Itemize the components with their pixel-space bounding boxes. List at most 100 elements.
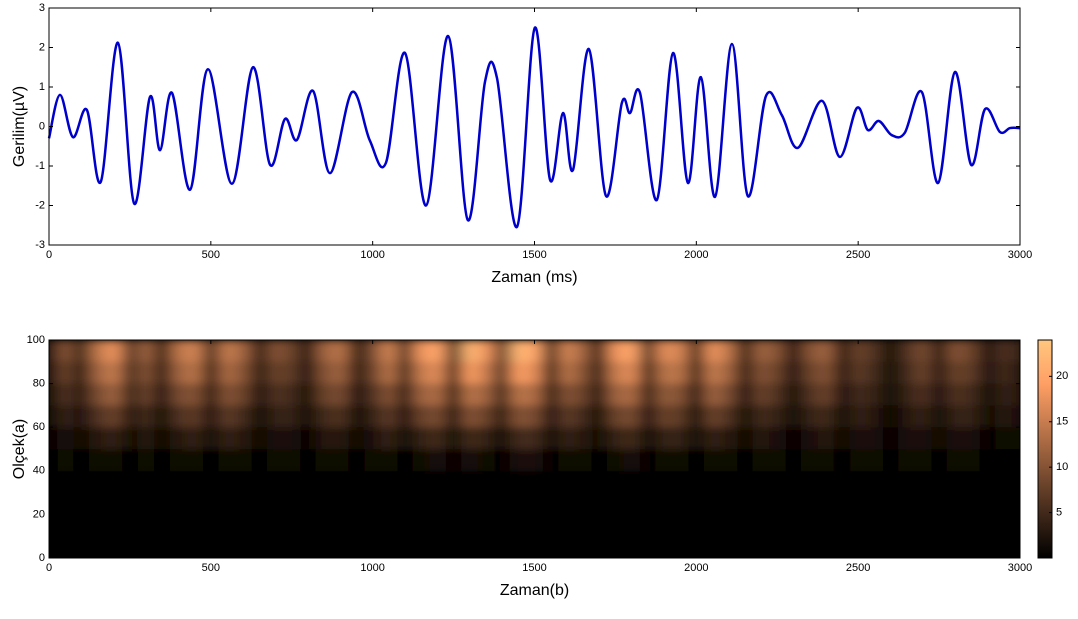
heatmap-cell <box>49 383 58 406</box>
heatmap-cell <box>283 340 301 363</box>
heatmap-cell <box>995 449 1013 472</box>
heatmap-cell <box>49 405 58 428</box>
heatmap-cell <box>542 383 560 406</box>
heatmap-cell <box>526 361 544 385</box>
x-tick-label: 2000 <box>684 249 708 261</box>
heatmap-cell <box>283 383 301 406</box>
heatmap-cell <box>558 383 576 406</box>
heatmap-cell <box>170 427 188 450</box>
heatmap-cell <box>639 383 657 406</box>
heatmap-cell <box>283 449 301 472</box>
x-tick-label: 2500 <box>846 562 870 574</box>
heatmap-cell <box>850 449 867 472</box>
heatmap-cell <box>623 449 641 472</box>
heatmap-cell <box>429 449 446 472</box>
heatmap-cell <box>736 361 754 385</box>
heatmap-cell <box>170 383 188 406</box>
heatmap-cell <box>607 405 625 428</box>
heatmap-cell <box>299 405 317 428</box>
heatmap-cell <box>963 383 981 406</box>
heatmap-cell <box>138 427 155 450</box>
heatmap-cell <box>979 340 997 363</box>
heatmap-cell <box>542 405 560 428</box>
heatmap-cell <box>672 405 689 428</box>
heatmap-cell <box>995 361 1013 385</box>
heatmap-cell <box>898 405 916 428</box>
heatmap-cell <box>672 449 689 472</box>
heatmap-cell <box>995 383 1013 406</box>
x-axis-label: Zaman (ms) <box>491 269 577 286</box>
heatmap-cell <box>396 405 414 428</box>
heatmap-cell <box>736 383 754 406</box>
heatmap-cell <box>769 383 786 406</box>
heatmap-cell <box>461 449 479 472</box>
heatmap-cell <box>89 383 107 406</box>
heatmap-cell <box>170 405 188 428</box>
heatmap-cell <box>49 361 58 385</box>
heatmap-cell <box>429 361 446 385</box>
heatmap-cell <box>251 405 268 428</box>
heatmap-cell <box>477 449 495 472</box>
heatmap-cell <box>477 405 495 428</box>
heatmap-cell <box>979 449 997 472</box>
heatmap-cell <box>850 405 867 428</box>
heatmap-cell <box>73 340 90 363</box>
heatmap-cell <box>413 340 430 363</box>
heatmap-cell <box>898 340 916 363</box>
heatmap-cell <box>121 383 139 406</box>
heatmap-cell <box>623 427 641 450</box>
heatmap-cell <box>817 383 835 406</box>
heatmap-cell <box>736 427 754 450</box>
heatmap-cell <box>930 361 948 385</box>
heatmap-cell <box>348 427 366 450</box>
heatmap-cell <box>510 449 527 472</box>
heatmap-cell <box>235 361 252 385</box>
heatmap-cell <box>413 361 430 385</box>
heatmap-cell <box>283 361 301 385</box>
heatmap-cell <box>218 361 236 385</box>
heatmap-cell <box>720 361 738 385</box>
heatmap-cell <box>979 405 997 428</box>
heatmap-cell <box>477 340 495 363</box>
heatmap-cell <box>542 361 560 385</box>
heatmap-cell <box>1011 383 1020 406</box>
heatmap-cell <box>267 427 285 450</box>
heatmap-cell <box>850 383 867 406</box>
heatmap-cell <box>558 405 576 428</box>
x-tick-label: 1000 <box>360 562 384 574</box>
heatmap-cell <box>332 449 349 472</box>
heatmap-cell <box>947 449 964 472</box>
heatmap-cell <box>591 427 608 450</box>
y-tick-label: 40 <box>33 465 45 477</box>
heatmap-cell <box>170 361 188 385</box>
heatmap-cell <box>591 405 608 428</box>
heatmap-cell <box>202 405 220 428</box>
heatmap-cell <box>510 383 527 406</box>
heatmap-cell <box>154 383 171 406</box>
heatmap-cell <box>1011 449 1020 472</box>
heatmap-cell <box>947 405 964 428</box>
heatmap-cell <box>235 427 252 450</box>
heatmap-cell <box>461 427 479 450</box>
colorbar-tick-label: 10 <box>1056 461 1068 473</box>
heatmap-cell <box>57 449 74 472</box>
heatmap-cell <box>49 427 58 450</box>
heatmap-cell <box>461 340 479 363</box>
heatmap-cell <box>930 340 948 363</box>
heatmap-cell <box>121 340 139 363</box>
heatmap-cell <box>380 383 398 406</box>
heatmap-cell <box>801 449 819 472</box>
heatmap-cell <box>866 340 883 363</box>
heatmap-cell <box>866 361 883 385</box>
heatmap-cell <box>299 449 317 472</box>
heatmap-cell <box>785 383 803 406</box>
heatmap-cell <box>639 449 657 472</box>
heatmap-cell <box>833 449 851 472</box>
heatmap-cell <box>364 361 382 385</box>
heatmap-cell <box>364 340 382 363</box>
heatmap-cell <box>720 383 738 406</box>
heatmap-cell <box>914 383 932 406</box>
heatmap-cell <box>49 340 58 363</box>
x-tick-label: 1500 <box>522 562 546 574</box>
heatmap-cell <box>429 427 446 450</box>
